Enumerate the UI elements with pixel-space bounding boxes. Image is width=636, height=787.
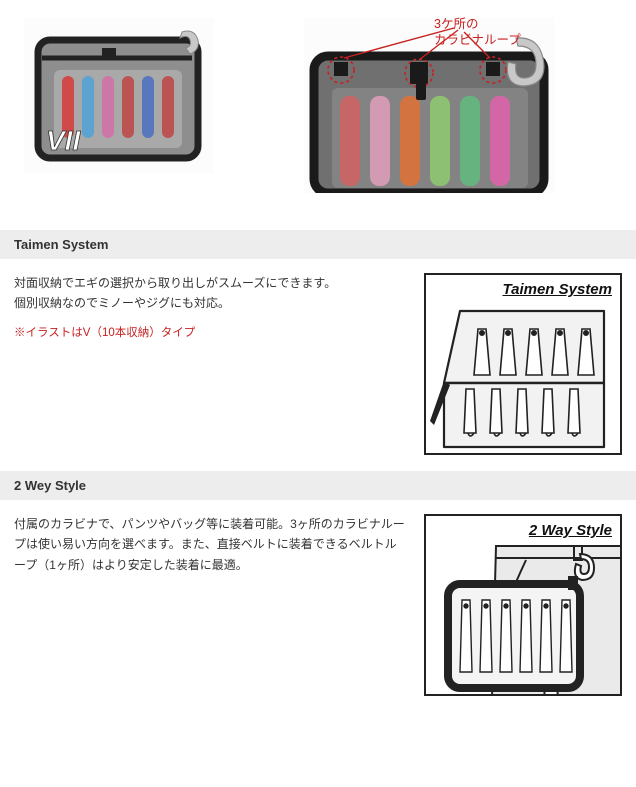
twoway-text: 付属のカラビナで、パンツやバッグ等に装着可能。3ヶ所のカラビナループは使い易い方…: [14, 514, 406, 575]
illust-taimen-title: Taimen System: [503, 281, 613, 298]
callout-line1: 3ケ所の: [434, 17, 478, 31]
product-image-left: VII: [24, 18, 214, 196]
taimen-note: ※イラストはV（10本収納）タイプ: [14, 324, 406, 344]
illust-2way-svg: [426, 516, 622, 696]
section-text-2way: 付属のカラビナで、パンツやバッグ等に装着可能。3ヶ所のカラビナループは使い易い方…: [14, 514, 406, 696]
section-header-text-2: 2 Wey Style: [14, 478, 86, 493]
illust-taimen: Taimen System: [424, 273, 622, 455]
callout-line2: カラビナループ: [434, 33, 521, 47]
section-body-taimen: 対面収納でエギの選択から取り出しがスムーズにできます。 個別収納なのでミノーやジ…: [0, 273, 636, 455]
taimen-line2: 個別収納なのでミノーやジグにも対応。: [14, 293, 406, 313]
section-text-taimen: 対面収納でエギの選択から取り出しがスムーズにできます。 個別収納なのでミノーやジ…: [14, 273, 406, 455]
illust-2way: 2 Way Style: [424, 514, 622, 696]
product-image-right: 3ケ所の カラビナループ: [304, 18, 554, 196]
section-header-2way: 2 Wey Style: [0, 471, 636, 500]
section-header-taimen: Taimen System: [0, 230, 636, 259]
section-header-text: Taimen System: [14, 237, 108, 252]
top-image-row: VII 3ケ所の カラビナループ: [0, 0, 636, 214]
taimen-line1: 対面収納でエギの選択から取り出しがスムーズにできます。: [14, 273, 406, 293]
roman-label: VII: [46, 125, 81, 156]
carabiner-loop-callout: 3ケ所の カラビナループ: [434, 16, 521, 49]
section-body-2way: 付属のカラビナで、パンツやバッグ等に装着可能。3ヶ所のカラビナループは使い易い方…: [0, 514, 636, 696]
illust-taimen-svg: [426, 275, 622, 455]
bag-vii-illustration: VII: [24, 18, 214, 173]
illust-2way-title: 2 Way Style: [529, 522, 612, 539]
